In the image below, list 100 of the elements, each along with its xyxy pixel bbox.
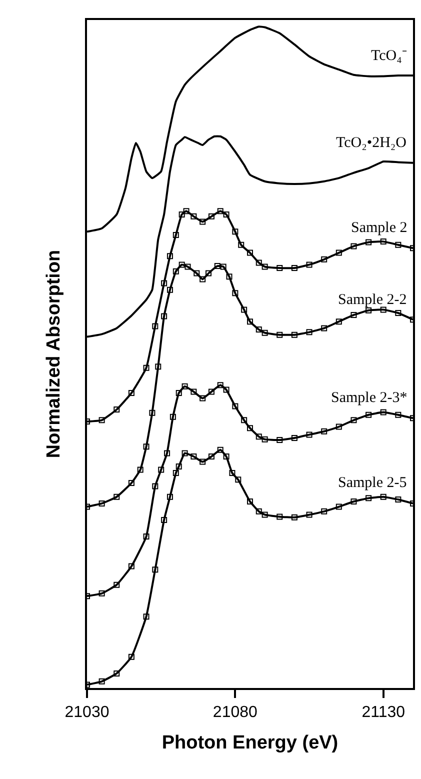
point bbox=[229, 470, 236, 476]
point bbox=[190, 454, 197, 460]
point bbox=[306, 262, 312, 268]
point bbox=[395, 310, 402, 316]
point bbox=[137, 466, 144, 473]
point bbox=[291, 265, 298, 272]
x-tick-label: 21130 bbox=[362, 704, 406, 722]
point bbox=[98, 590, 105, 596]
point bbox=[152, 566, 158, 573]
point bbox=[128, 654, 134, 660]
point bbox=[190, 213, 197, 220]
point bbox=[217, 382, 224, 388]
x-axis-title: Photon Energy (eV) bbox=[162, 732, 338, 754]
point bbox=[247, 498, 253, 504]
point bbox=[114, 582, 120, 588]
point bbox=[214, 263, 220, 270]
point bbox=[178, 262, 185, 268]
point bbox=[172, 268, 179, 274]
point bbox=[232, 403, 238, 410]
point bbox=[336, 504, 342, 510]
point bbox=[321, 428, 328, 434]
point bbox=[247, 250, 253, 256]
point bbox=[161, 313, 168, 320]
point bbox=[170, 414, 176, 420]
point bbox=[380, 494, 386, 500]
point bbox=[350, 312, 357, 318]
point bbox=[256, 508, 262, 514]
point bbox=[321, 325, 328, 332]
point bbox=[321, 256, 328, 262]
point bbox=[152, 483, 158, 490]
point bbox=[200, 276, 206, 282]
point bbox=[232, 290, 238, 296]
point bbox=[223, 211, 230, 218]
point bbox=[395, 496, 402, 502]
point bbox=[143, 614, 150, 620]
point bbox=[380, 409, 386, 416]
point bbox=[247, 318, 253, 325]
point bbox=[350, 498, 357, 504]
point bbox=[306, 512, 312, 518]
point bbox=[166, 286, 173, 293]
series-label: Sample 2 bbox=[351, 220, 408, 236]
point bbox=[206, 270, 212, 276]
point bbox=[276, 332, 283, 338]
point bbox=[395, 412, 402, 418]
point bbox=[366, 307, 372, 314]
point bbox=[152, 323, 158, 330]
x-tick-label: 21080 bbox=[212, 704, 258, 722]
point bbox=[256, 434, 262, 440]
point bbox=[114, 494, 120, 500]
point bbox=[262, 264, 268, 270]
point bbox=[114, 406, 120, 413]
point bbox=[241, 306, 248, 313]
point bbox=[182, 450, 188, 456]
point bbox=[321, 508, 328, 514]
point bbox=[208, 388, 214, 395]
point bbox=[223, 386, 230, 393]
point bbox=[158, 466, 164, 473]
point bbox=[182, 383, 188, 390]
point bbox=[232, 228, 238, 235]
point bbox=[223, 454, 230, 460]
point bbox=[143, 444, 150, 450]
y-axis-title: Normalized Absorption bbox=[43, 250, 64, 458]
point bbox=[200, 218, 206, 225]
point bbox=[166, 253, 173, 260]
point bbox=[143, 364, 150, 371]
point bbox=[350, 243, 357, 250]
point bbox=[200, 395, 206, 402]
point bbox=[208, 213, 214, 220]
point bbox=[172, 232, 179, 238]
point bbox=[166, 494, 173, 500]
point bbox=[161, 517, 168, 524]
point bbox=[276, 265, 283, 272]
point bbox=[366, 495, 372, 502]
point bbox=[291, 332, 298, 338]
point bbox=[291, 435, 298, 441]
point bbox=[256, 260, 262, 266]
point bbox=[262, 330, 268, 336]
point bbox=[306, 432, 312, 438]
point bbox=[183, 208, 190, 214]
point bbox=[262, 512, 268, 518]
point bbox=[98, 417, 105, 424]
x-tick-label: 21030 bbox=[64, 704, 110, 722]
point bbox=[220, 264, 226, 270]
point bbox=[380, 306, 386, 313]
point bbox=[395, 242, 402, 248]
point bbox=[336, 250, 342, 256]
point bbox=[176, 390, 182, 396]
point bbox=[208, 454, 214, 460]
series-label: TcO₄⁻ bbox=[371, 48, 407, 64]
point bbox=[306, 329, 312, 336]
point bbox=[128, 390, 134, 396]
point bbox=[336, 424, 342, 430]
point bbox=[226, 274, 232, 280]
point bbox=[380, 238, 386, 245]
point bbox=[98, 500, 105, 506]
point bbox=[149, 410, 156, 416]
point bbox=[256, 326, 262, 333]
point bbox=[350, 417, 357, 424]
point bbox=[247, 425, 253, 432]
point bbox=[190, 388, 197, 395]
